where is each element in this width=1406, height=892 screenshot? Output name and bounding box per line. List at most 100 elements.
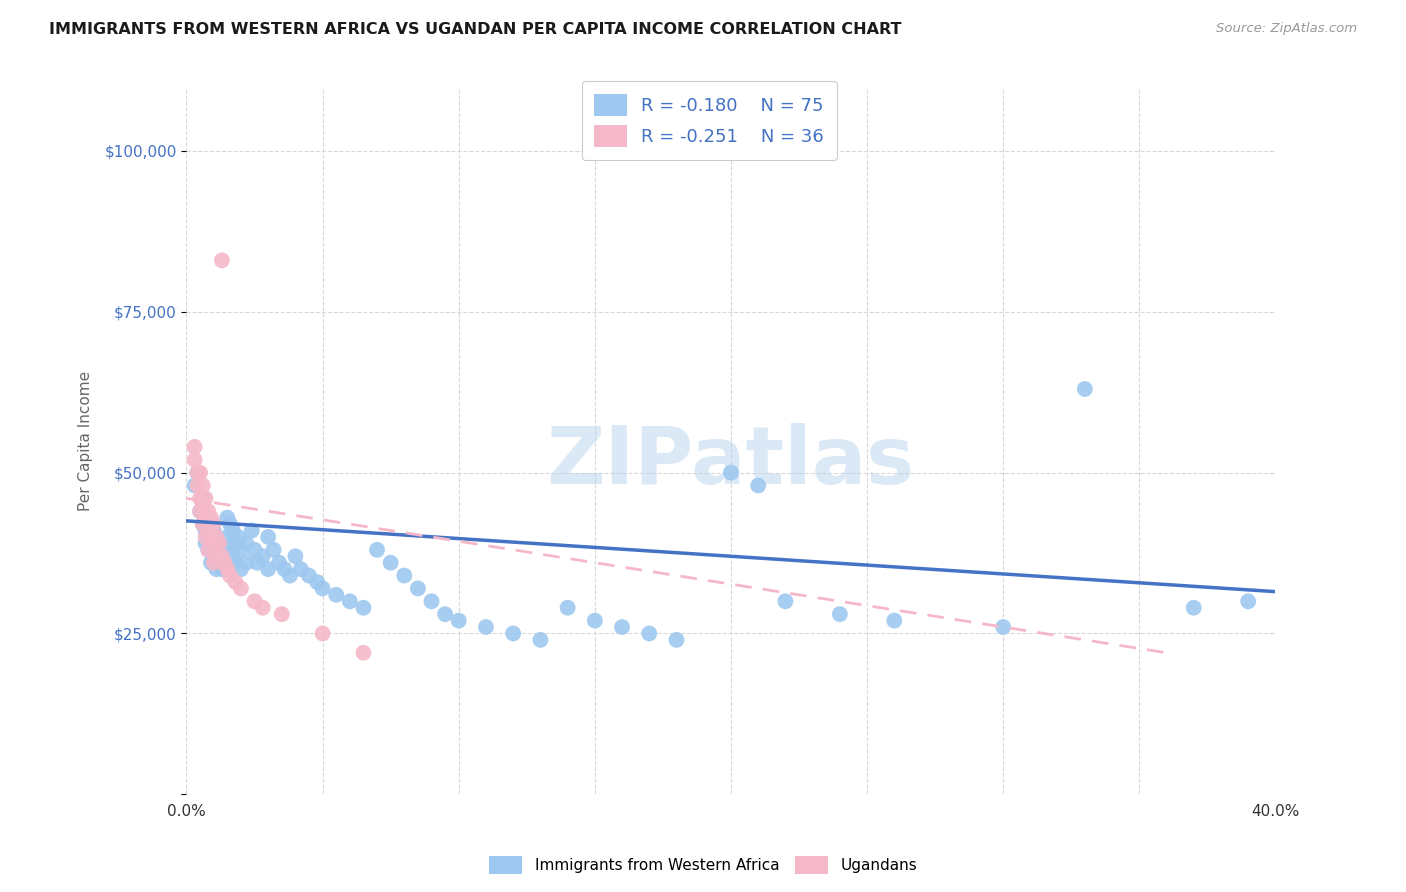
- Y-axis label: Per Capita Income: Per Capita Income: [79, 370, 93, 510]
- Point: [197, 510, 219, 524]
- Point: [557, 600, 579, 615]
- Point: [224, 574, 246, 589]
- Point: [183, 440, 205, 454]
- Point: [278, 568, 301, 582]
- Point: [243, 542, 266, 557]
- Point: [217, 510, 239, 524]
- Point: [229, 562, 252, 576]
- Point: [270, 607, 292, 622]
- Point: [211, 542, 233, 557]
- Point: [194, 510, 217, 524]
- Point: [240, 524, 263, 538]
- Point: [205, 530, 228, 544]
- Point: [325, 588, 347, 602]
- Point: [366, 542, 388, 557]
- Point: [197, 524, 219, 538]
- Point: [775, 594, 797, 608]
- Point: [186, 478, 208, 492]
- Point: [202, 524, 225, 538]
- Point: [420, 594, 443, 608]
- Point: [235, 536, 257, 550]
- Point: [298, 568, 321, 582]
- Point: [211, 549, 233, 564]
- Text: IMMIGRANTS FROM WESTERN AFRICA VS UGANDAN PER CAPITA INCOME CORRELATION CHART: IMMIGRANTS FROM WESTERN AFRICA VS UGANDA…: [49, 22, 901, 37]
- Point: [205, 562, 228, 576]
- Point: [211, 253, 233, 268]
- Point: [208, 536, 231, 550]
- Legend: R = -0.180    N = 75, R = -0.251    N = 36: R = -0.180 N = 75, R = -0.251 N = 36: [582, 81, 837, 160]
- Point: [224, 536, 246, 550]
- Point: [229, 582, 252, 596]
- Point: [406, 582, 429, 596]
- Point: [211, 562, 233, 576]
- Point: [214, 556, 236, 570]
- Point: [197, 542, 219, 557]
- Point: [208, 536, 231, 550]
- Point: [219, 517, 242, 532]
- Point: [1074, 382, 1097, 396]
- Point: [194, 530, 217, 544]
- Point: [273, 562, 295, 576]
- Point: [610, 620, 633, 634]
- Point: [394, 568, 416, 582]
- Point: [267, 556, 290, 570]
- Point: [200, 530, 222, 544]
- Point: [252, 549, 274, 564]
- Point: [583, 614, 606, 628]
- Point: [638, 626, 661, 640]
- Point: [191, 517, 214, 532]
- Point: [352, 600, 374, 615]
- Point: [1182, 600, 1205, 615]
- Point: [222, 549, 245, 564]
- Point: [252, 600, 274, 615]
- Point: [217, 530, 239, 544]
- Point: [229, 542, 252, 557]
- Point: [202, 536, 225, 550]
- Point: [263, 542, 285, 557]
- Point: [202, 517, 225, 532]
- Point: [290, 562, 312, 576]
- Point: [200, 556, 222, 570]
- Point: [186, 466, 208, 480]
- Point: [194, 491, 217, 506]
- Point: [339, 594, 361, 608]
- Point: [257, 562, 280, 576]
- Point: [202, 556, 225, 570]
- Point: [284, 549, 307, 564]
- Point: [352, 646, 374, 660]
- Point: [883, 614, 905, 628]
- Point: [235, 556, 257, 570]
- Point: [197, 542, 219, 557]
- Point: [529, 632, 551, 647]
- Point: [219, 568, 242, 582]
- Point: [224, 556, 246, 570]
- Point: [191, 498, 214, 512]
- Point: [191, 478, 214, 492]
- Point: [183, 478, 205, 492]
- Point: [434, 607, 457, 622]
- Point: [194, 524, 217, 538]
- Point: [205, 530, 228, 544]
- Point: [200, 530, 222, 544]
- Point: [219, 542, 242, 557]
- Point: [246, 556, 269, 570]
- Point: [197, 504, 219, 518]
- Point: [188, 504, 211, 518]
- Point: [191, 491, 214, 506]
- Point: [200, 510, 222, 524]
- Point: [311, 582, 333, 596]
- Point: [475, 620, 498, 634]
- Legend: Immigrants from Western Africa, Ugandans: Immigrants from Western Africa, Ugandans: [482, 850, 924, 880]
- Point: [665, 632, 688, 647]
- Point: [1237, 594, 1260, 608]
- Point: [194, 536, 217, 550]
- Point: [243, 594, 266, 608]
- Point: [188, 466, 211, 480]
- Point: [828, 607, 851, 622]
- Point: [191, 517, 214, 532]
- Point: [257, 530, 280, 544]
- Point: [205, 549, 228, 564]
- Point: [217, 562, 239, 576]
- Point: [202, 549, 225, 564]
- Point: [226, 530, 249, 544]
